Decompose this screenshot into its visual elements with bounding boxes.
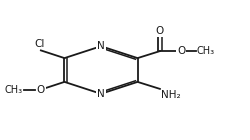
Text: NH₂: NH₂ — [161, 90, 181, 100]
Text: CH₃: CH₃ — [197, 46, 215, 56]
Text: N: N — [97, 89, 105, 99]
Text: O: O — [177, 46, 185, 56]
Text: Cl: Cl — [34, 39, 45, 49]
Text: O: O — [37, 85, 45, 95]
Text: CH₃: CH₃ — [4, 85, 23, 95]
Text: O: O — [156, 26, 164, 36]
Text: N: N — [97, 41, 105, 51]
